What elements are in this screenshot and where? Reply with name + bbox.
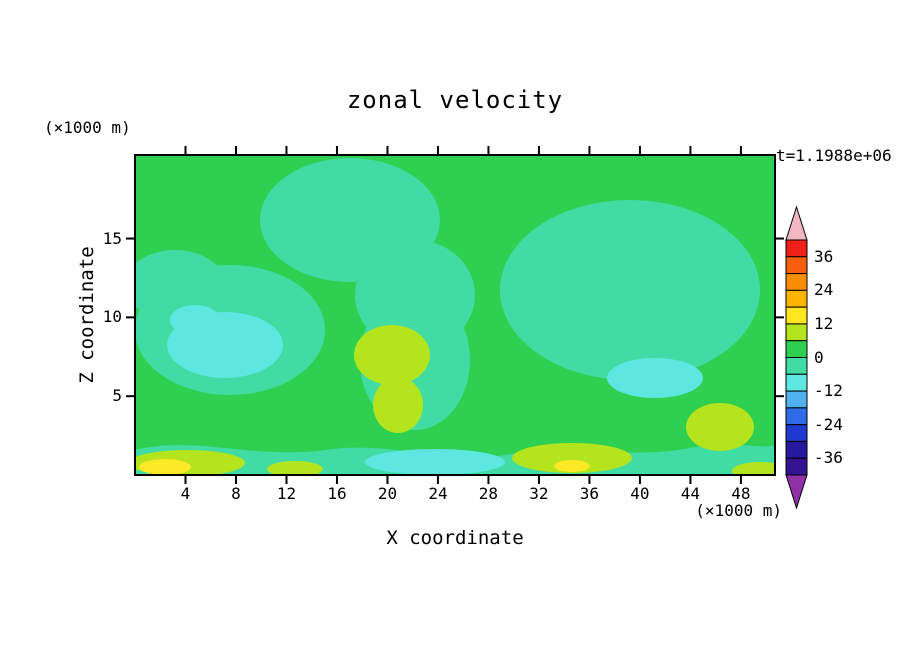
contour-region-cyan: [607, 358, 703, 398]
x-tick-label: 8: [231, 484, 241, 503]
colorbar-tick-label: -36: [814, 448, 843, 468]
contour-region-yellow-green: [354, 325, 430, 385]
axis-ticks: [126, 146, 784, 484]
colorbar-segment: [785, 440, 808, 459]
colorbar-tick-label: 0: [814, 347, 824, 367]
x-tick-label: 20: [377, 484, 398, 503]
x-tick-label: 28: [478, 484, 499, 503]
colorbar-segment: [785, 357, 808, 375]
colorbar-tick-label: 12: [814, 313, 834, 333]
plot-title: zonal velocity: [346, 86, 564, 114]
colorbar-tick-label: -24: [814, 414, 843, 434]
colorbar-arrow-top: [785, 205, 808, 241]
colorbar-tick-label: 24: [814, 280, 834, 300]
x-axis-title: X coordinate: [386, 527, 524, 549]
contour-region-yellow-green: [373, 377, 423, 433]
contour-region-yellow: [554, 460, 590, 472]
colorbar-segment: [785, 407, 808, 426]
contour-region-cyan: [365, 449, 505, 475]
colorbar-segment: [785, 289, 808, 308]
contour-region-yellow-green: [732, 462, 775, 475]
x-tick-label: 4: [180, 484, 191, 503]
colorbar-segment: [785, 390, 808, 409]
y-tick-label: 10: [102, 307, 122, 327]
contour-region-cyan: [170, 305, 220, 335]
contour-region-teal: [500, 200, 760, 380]
x-tick-label: 40: [630, 484, 650, 503]
contour-field: [135, 155, 775, 475]
colorbar-segment: [785, 340, 808, 359]
colorbar-tick-label: 36: [814, 246, 834, 266]
contour-region-yellow-green: [267, 461, 323, 475]
contour-region-yellow: [139, 459, 191, 475]
x-tick-label: 44: [680, 484, 701, 503]
colorbar-segment: [785, 323, 808, 342]
x-tick-label: 32: [529, 484, 549, 503]
plot-frame: [134, 154, 776, 476]
colorbar-tick-label: -12: [814, 381, 843, 401]
y-tick-label: 15: [102, 228, 122, 248]
colorbar: [785, 205, 808, 510]
colorbar-segment: [785, 273, 808, 291]
colorbar-segment: [785, 256, 808, 275]
x-tick-label: 24: [428, 484, 448, 503]
time-annotation: t=1.1988e+06: [776, 146, 892, 165]
contour-region-yellow-green: [686, 403, 754, 451]
y-axis-unit-label: (×1000 m): [44, 118, 131, 137]
colorbar-arrow-bottom: [785, 474, 808, 510]
colorbar-segment: [785, 239, 808, 258]
colorbar-segment: [785, 306, 808, 325]
colorbar-segment: [785, 457, 808, 476]
x-tick-label: 36: [579, 484, 600, 503]
x-tick-label: 16: [327, 484, 347, 503]
contour-region-teal: [135, 250, 225, 320]
x-axis-unit-label: (×1000 m): [695, 501, 782, 520]
x-tick-label: 48: [731, 484, 751, 503]
colorbar-segment: [785, 373, 808, 392]
colorbar-segment: [785, 424, 808, 442]
x-tick-label: 12: [276, 484, 297, 503]
contour-region-yellow-green: [512, 443, 632, 473]
y-tick-label: 5: [112, 386, 122, 406]
